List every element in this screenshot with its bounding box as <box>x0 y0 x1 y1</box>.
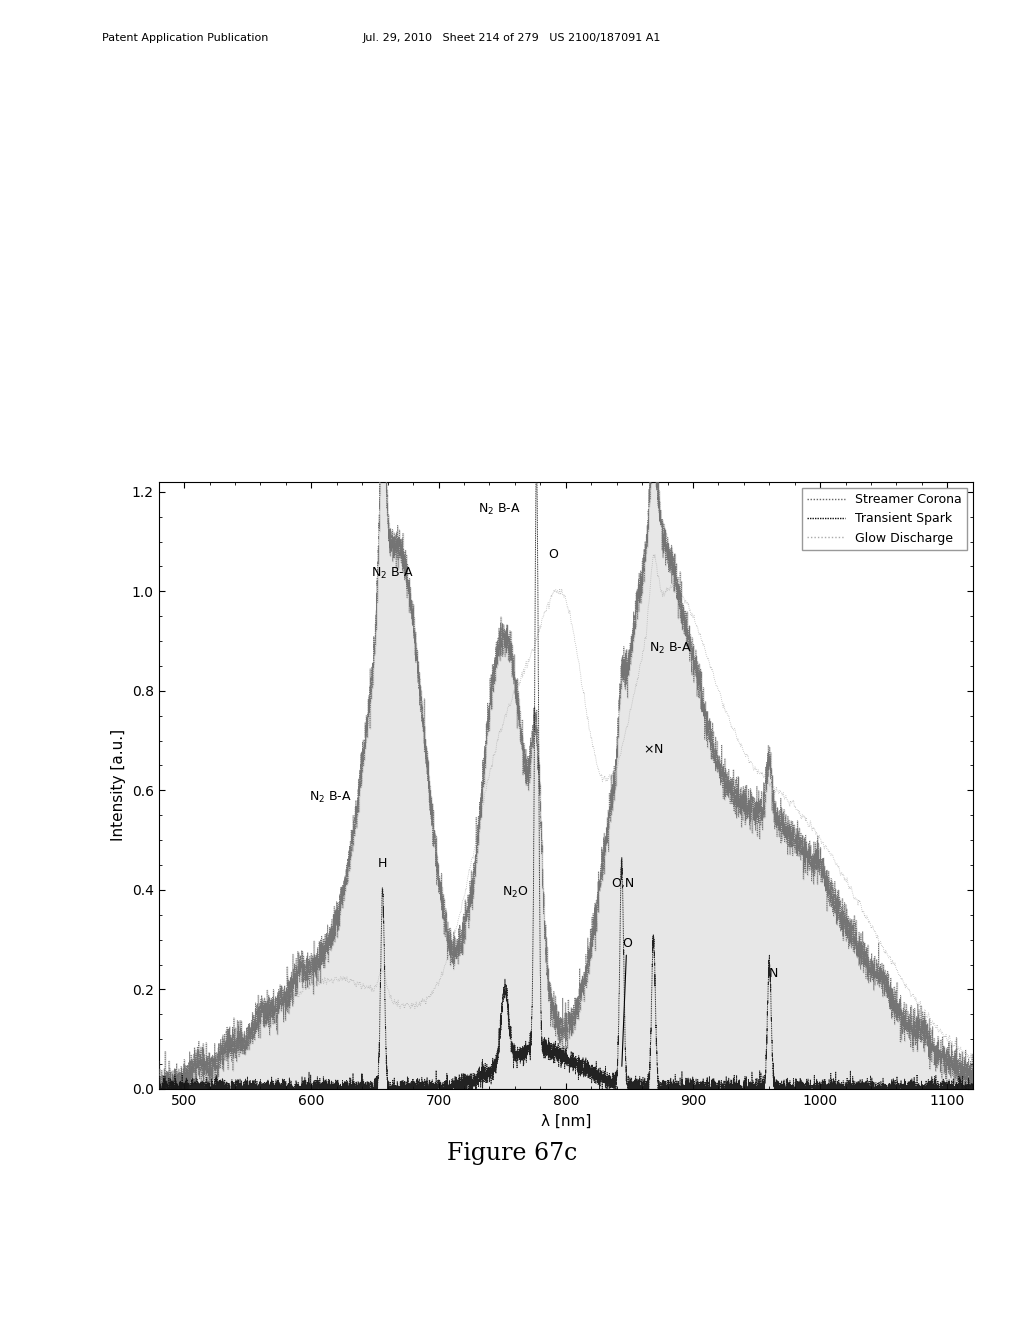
Y-axis label: Intensity [a.u.]: Intensity [a.u.] <box>112 730 126 841</box>
Streamer Corona <box>447 937 460 953</box>
Text: O,N: O,N <box>611 876 635 890</box>
Text: N$_2$ B-A: N$_2$ B-A <box>372 566 415 581</box>
Line: Streamer Corona: Streamer Corona <box>159 389 973 1089</box>
Glow Discharge <box>447 932 460 948</box>
X-axis label: λ [nm]: λ [nm] <box>541 1113 591 1129</box>
Text: O: O <box>622 937 632 1067</box>
Streamer Corona <box>670 582 682 598</box>
Line: Transient Spark: Transient Spark <box>159 459 973 1089</box>
Text: H: H <box>378 857 387 870</box>
Streamer Corona <box>635 569 647 585</box>
Glow Discharge <box>194 1061 206 1077</box>
Text: N$_2$O: N$_2$O <box>502 884 528 900</box>
Transient Spark <box>194 1077 206 1093</box>
Text: Jul. 29, 2010   Sheet 214 of 279   US 2100/187091 A1: Jul. 29, 2010 Sheet 214 of 279 US 2100/1… <box>362 33 662 44</box>
Transient Spark <box>967 1081 979 1097</box>
Glow Discharge <box>647 546 659 562</box>
Glow Discharge <box>756 764 768 780</box>
Glow Discharge <box>967 1049 979 1065</box>
Streamer Corona <box>757 809 769 825</box>
Transient Spark <box>635 1081 647 1097</box>
Transient Spark <box>800 1081 812 1097</box>
Glow Discharge <box>634 656 646 672</box>
Legend: Streamer Corona, Transient Spark, Glow Discharge: Streamer Corona, Transient Spark, Glow D… <box>802 488 967 549</box>
Streamer Corona <box>194 1061 206 1077</box>
Text: O: O <box>548 548 558 561</box>
Transient Spark <box>153 1081 165 1097</box>
Text: Patent Application Publication: Patent Application Publication <box>102 33 268 44</box>
Text: Figure 67c: Figure 67c <box>446 1142 578 1164</box>
Streamer Corona <box>377 381 389 397</box>
Transient Spark <box>530 451 543 467</box>
Streamer Corona <box>153 1073 165 1089</box>
Line: Glow Discharge: Glow Discharge <box>159 554 973 1086</box>
Transient Spark <box>670 1080 682 1096</box>
Glow Discharge <box>800 812 812 828</box>
Streamer Corona <box>800 850 812 866</box>
Text: $\times$N: $\times$N <box>643 743 664 755</box>
Text: N$_2$ B-A: N$_2$ B-A <box>478 502 521 516</box>
Transient Spark <box>757 1081 769 1097</box>
Transient Spark <box>447 1074 460 1090</box>
Streamer Corona <box>967 1081 979 1097</box>
Text: N$_2$ B-A: N$_2$ B-A <box>309 791 352 805</box>
Streamer Corona <box>153 1081 165 1097</box>
Text: N: N <box>768 966 778 979</box>
Transient Spark <box>153 1080 165 1096</box>
Text: N$_2$ B-A: N$_2$ B-A <box>648 642 691 656</box>
Glow Discharge <box>153 1078 165 1094</box>
Glow Discharge <box>670 581 682 597</box>
